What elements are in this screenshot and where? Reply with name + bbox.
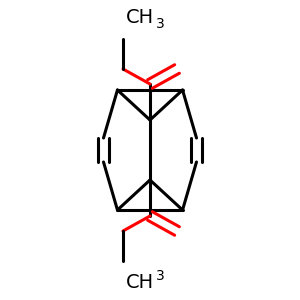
Text: 3: 3	[156, 17, 165, 31]
Text: 3: 3	[156, 269, 165, 283]
Text: CH: CH	[125, 273, 154, 292]
Text: CH: CH	[125, 8, 154, 27]
